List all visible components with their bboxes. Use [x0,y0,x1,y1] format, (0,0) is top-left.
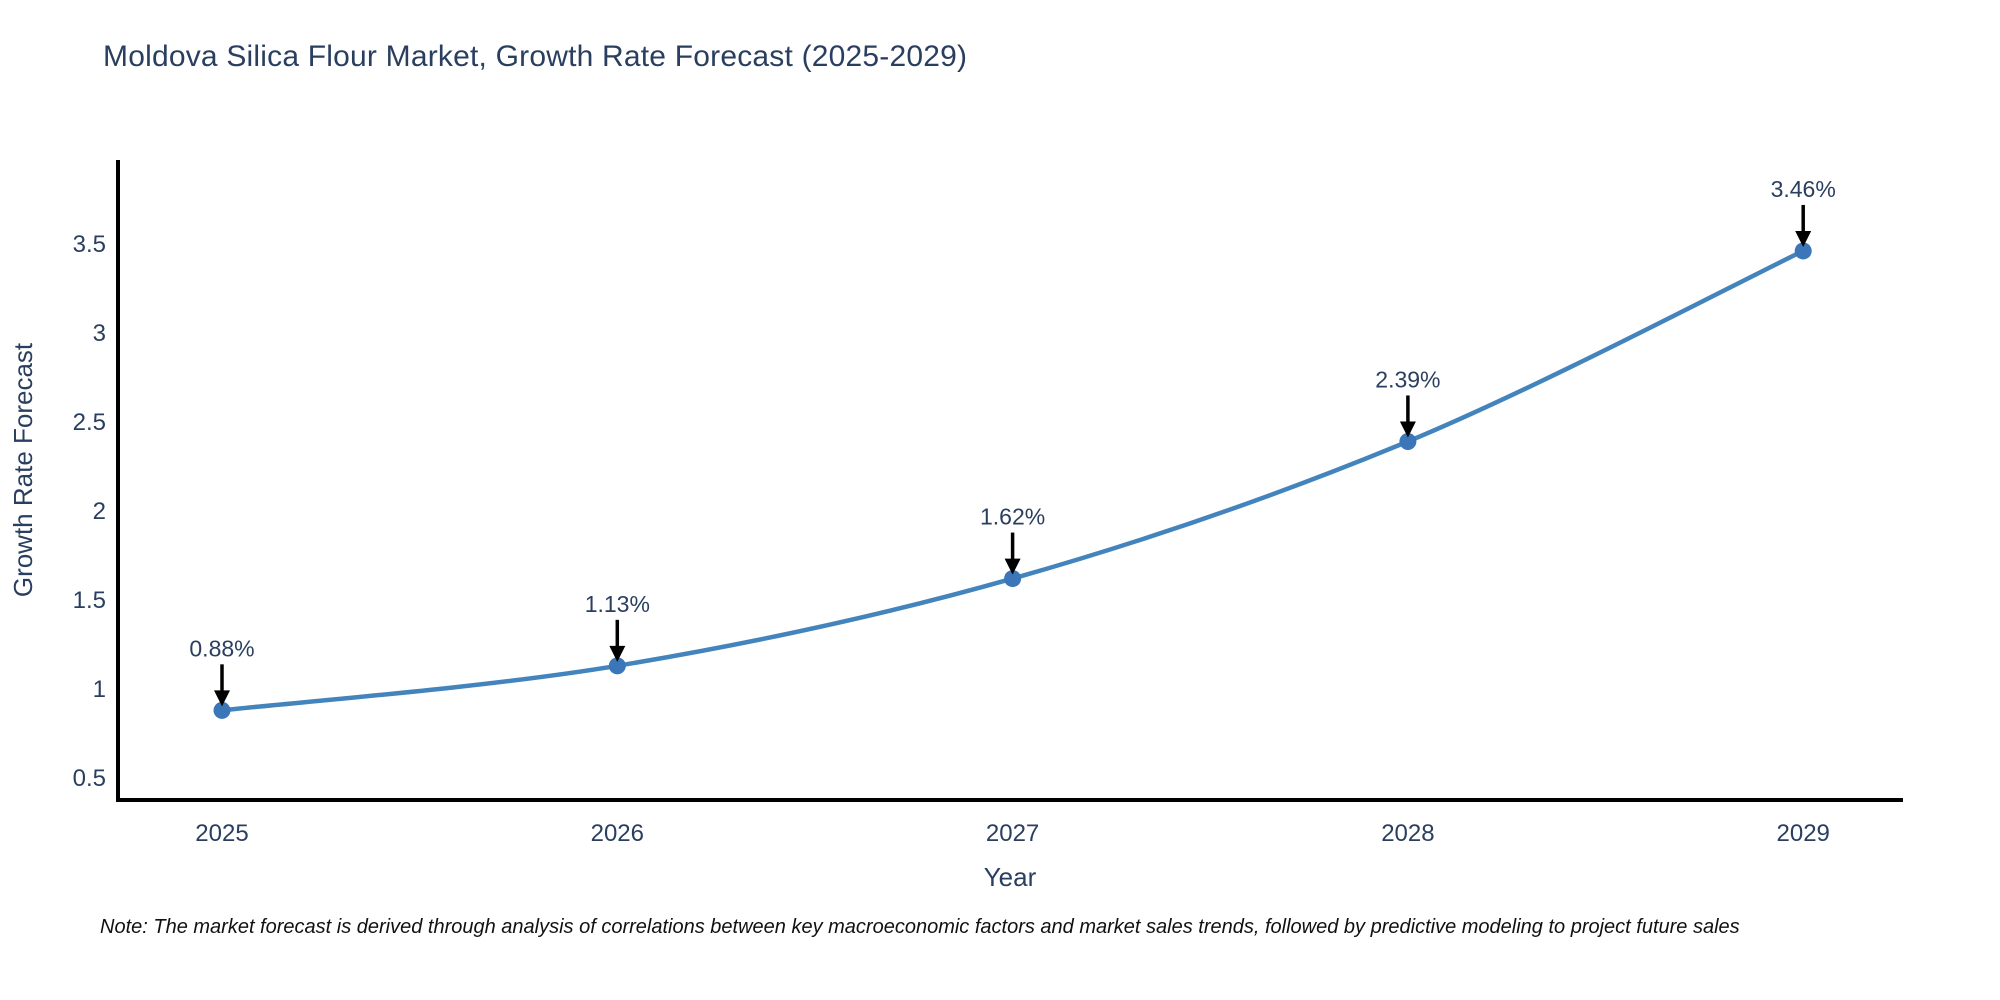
y-tick-label: 0.5 [73,765,106,792]
x-axis-title: Year [984,862,1037,892]
y-tick-label: 1.5 [73,587,106,614]
y-axis-title: Growth Rate Forecast [8,342,38,597]
annotation-arrow-head [609,645,626,662]
forecast-line [219,248,1806,713]
chart-title: Moldova Silica Flour Market, Growth Rate… [103,40,968,73]
x-tick-label: 2029 [1777,820,1830,847]
annotation-arrow-head [1399,421,1416,438]
y-tick-label: 3.5 [73,231,106,258]
y-tick-label: 2.5 [73,409,106,436]
data-point-marker [1004,570,1022,588]
data-point-marker [213,701,231,719]
data-point-marker [1794,242,1812,260]
x-tick-label: 2026 [591,820,644,847]
data-point-label: 1.13% [585,591,650,617]
y-tick-label: 3 [93,320,106,347]
data-point-label: 3.46% [1771,176,1836,202]
y-tick-label: 2 [93,498,106,525]
data-point-label: 2.39% [1375,366,1440,392]
annotation-arrow-head [214,690,230,707]
data-point-label: 1.62% [980,504,1045,530]
x-tick-label: 2027 [986,820,1039,847]
annotation-arrow-head [1004,558,1021,575]
data-point-marker [608,657,626,675]
annotation-arrow-head [1795,230,1812,247]
data-point-label: 0.88% [189,635,254,661]
x-tick-label: 2025 [195,820,248,847]
x-tick-label: 2028 [1381,820,1434,847]
y-tick-label: 1 [93,676,106,703]
data-point-marker [1399,432,1417,450]
plot-area: Growth Rate Forecast Year [8,342,1037,892]
footnote: Note: The market forecast is derived thr… [100,916,1740,938]
